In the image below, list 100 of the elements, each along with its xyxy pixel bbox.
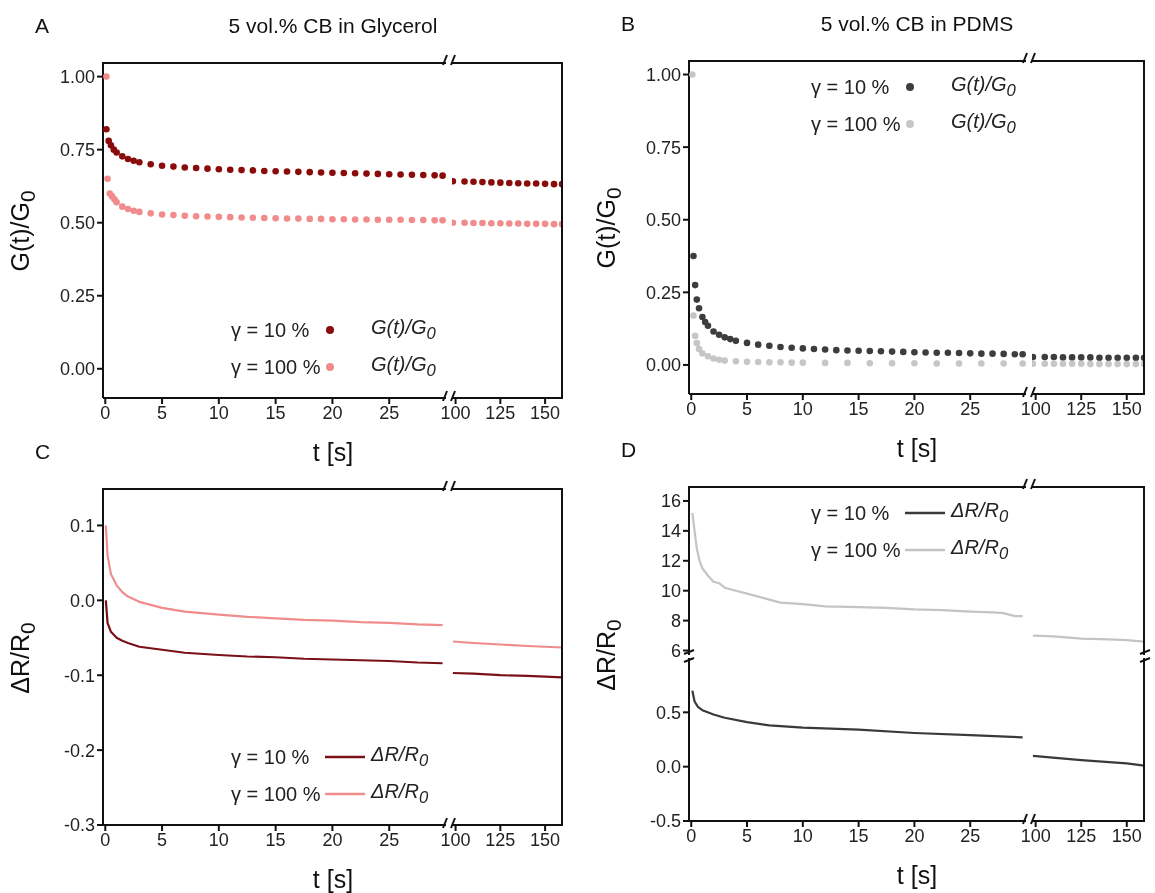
- text: G(t)/G$_{0}$: [951, 110, 1016, 137]
- point: [989, 350, 996, 357]
- point: [260, 167, 268, 175]
- y-tick-label: 12: [660, 551, 681, 572]
- point: [470, 219, 477, 227]
- point: [136, 158, 143, 166]
- point: [821, 359, 829, 367]
- point: [715, 356, 723, 364]
- point: [690, 252, 697, 260]
- point: [306, 168, 314, 176]
- x-axis-title: t [s]: [895, 861, 939, 890]
- x-tick-label: 20: [904, 825, 925, 846]
- point: [541, 180, 549, 188]
- y-tick-label: 10: [660, 581, 681, 602]
- point: [877, 348, 885, 355]
- x-tick-label: 0: [686, 825, 697, 846]
- point: [1114, 354, 1121, 361]
- x-tick-label: 0: [100, 402, 111, 423]
- point: [550, 180, 558, 188]
- point: [479, 219, 486, 227]
- point: [1068, 360, 1076, 368]
- y-tick-label: 0.5: [655, 702, 681, 723]
- y-tick-label: 0.50: [59, 213, 95, 234]
- point: [408, 171, 416, 179]
- y-tick-label: 0.1: [69, 515, 95, 536]
- point: [272, 167, 279, 175]
- point: [690, 312, 697, 319]
- legend-label: γ = 100 %: [811, 112, 902, 136]
- point: [821, 346, 829, 353]
- y-tick-label: -0.1: [63, 665, 95, 686]
- point: [119, 203, 126, 210]
- x-tick-label: 100: [1020, 825, 1051, 846]
- point: [479, 178, 486, 186]
- point: [754, 341, 762, 348]
- point: [439, 172, 446, 179]
- point: [1132, 354, 1140, 361]
- point: [799, 345, 807, 352]
- point: [130, 207, 137, 215]
- y-tick-label: 1.00: [645, 64, 681, 85]
- point: [810, 345, 818, 353]
- x-tick-label: 10: [208, 829, 229, 850]
- point: [306, 215, 314, 223]
- point: [523, 180, 531, 187]
- point: [204, 213, 211, 220]
- point: [933, 360, 941, 367]
- point: [693, 339, 701, 347]
- x-tick-label: 150: [1111, 825, 1142, 846]
- point: [1114, 360, 1121, 368]
- x-tick-label: 150: [1111, 398, 1142, 419]
- point: [978, 360, 985, 367]
- point: [743, 339, 751, 347]
- point: [726, 335, 734, 343]
- point: [340, 169, 348, 177]
- point: [888, 359, 896, 367]
- point: [766, 342, 773, 350]
- point: [363, 170, 370, 177]
- point: [1019, 350, 1026, 358]
- point: [431, 172, 438, 179]
- point: [1123, 354, 1131, 361]
- point: [419, 216, 427, 224]
- point: [1011, 350, 1019, 358]
- point: [933, 349, 941, 357]
- chart-title: 5 vol.% CB in PDMS: [819, 12, 1015, 36]
- x-tick-label: 15: [265, 402, 286, 423]
- y-tick-label: 0.00: [645, 355, 681, 376]
- y-tick-label: 1.00: [59, 67, 95, 87]
- point: [922, 349, 929, 356]
- y-axis-title: ΔR/R$_{0}$: [369, 743, 429, 771]
- point: [699, 313, 706, 321]
- point: [695, 305, 703, 312]
- point: [431, 217, 438, 224]
- point: [766, 359, 773, 366]
- point: [488, 219, 495, 227]
- x-tick-label: 25: [960, 825, 981, 846]
- y-tick-label: 0.0: [69, 590, 95, 611]
- point: [461, 219, 468, 226]
- x-tick-label: 15: [265, 829, 286, 850]
- x-tick-label: 100: [1020, 398, 1051, 419]
- text: B: [621, 12, 636, 36]
- x-tick-label: 150: [530, 402, 561, 423]
- point: [130, 157, 137, 165]
- y-tick-label: 0.25: [59, 286, 95, 307]
- point: [147, 210, 154, 217]
- text: G(t)/G$_{0}$: [371, 353, 436, 380]
- point: [295, 215, 302, 222]
- x-axis-title: t [s]: [895, 434, 939, 463]
- y-tick-label: -0.5: [649, 811, 681, 832]
- y-tick-label: -0.3: [63, 815, 95, 836]
- point: [408, 216, 416, 224]
- point: [1068, 354, 1076, 361]
- point: [249, 167, 257, 174]
- point: [439, 217, 446, 224]
- point: [710, 355, 717, 362]
- point: [385, 170, 393, 178]
- point: [470, 178, 477, 186]
- y-tick-label: 0.25: [645, 282, 681, 303]
- point: [124, 155, 132, 163]
- point: [966, 350, 974, 357]
- point: [899, 348, 907, 356]
- point: [721, 357, 729, 364]
